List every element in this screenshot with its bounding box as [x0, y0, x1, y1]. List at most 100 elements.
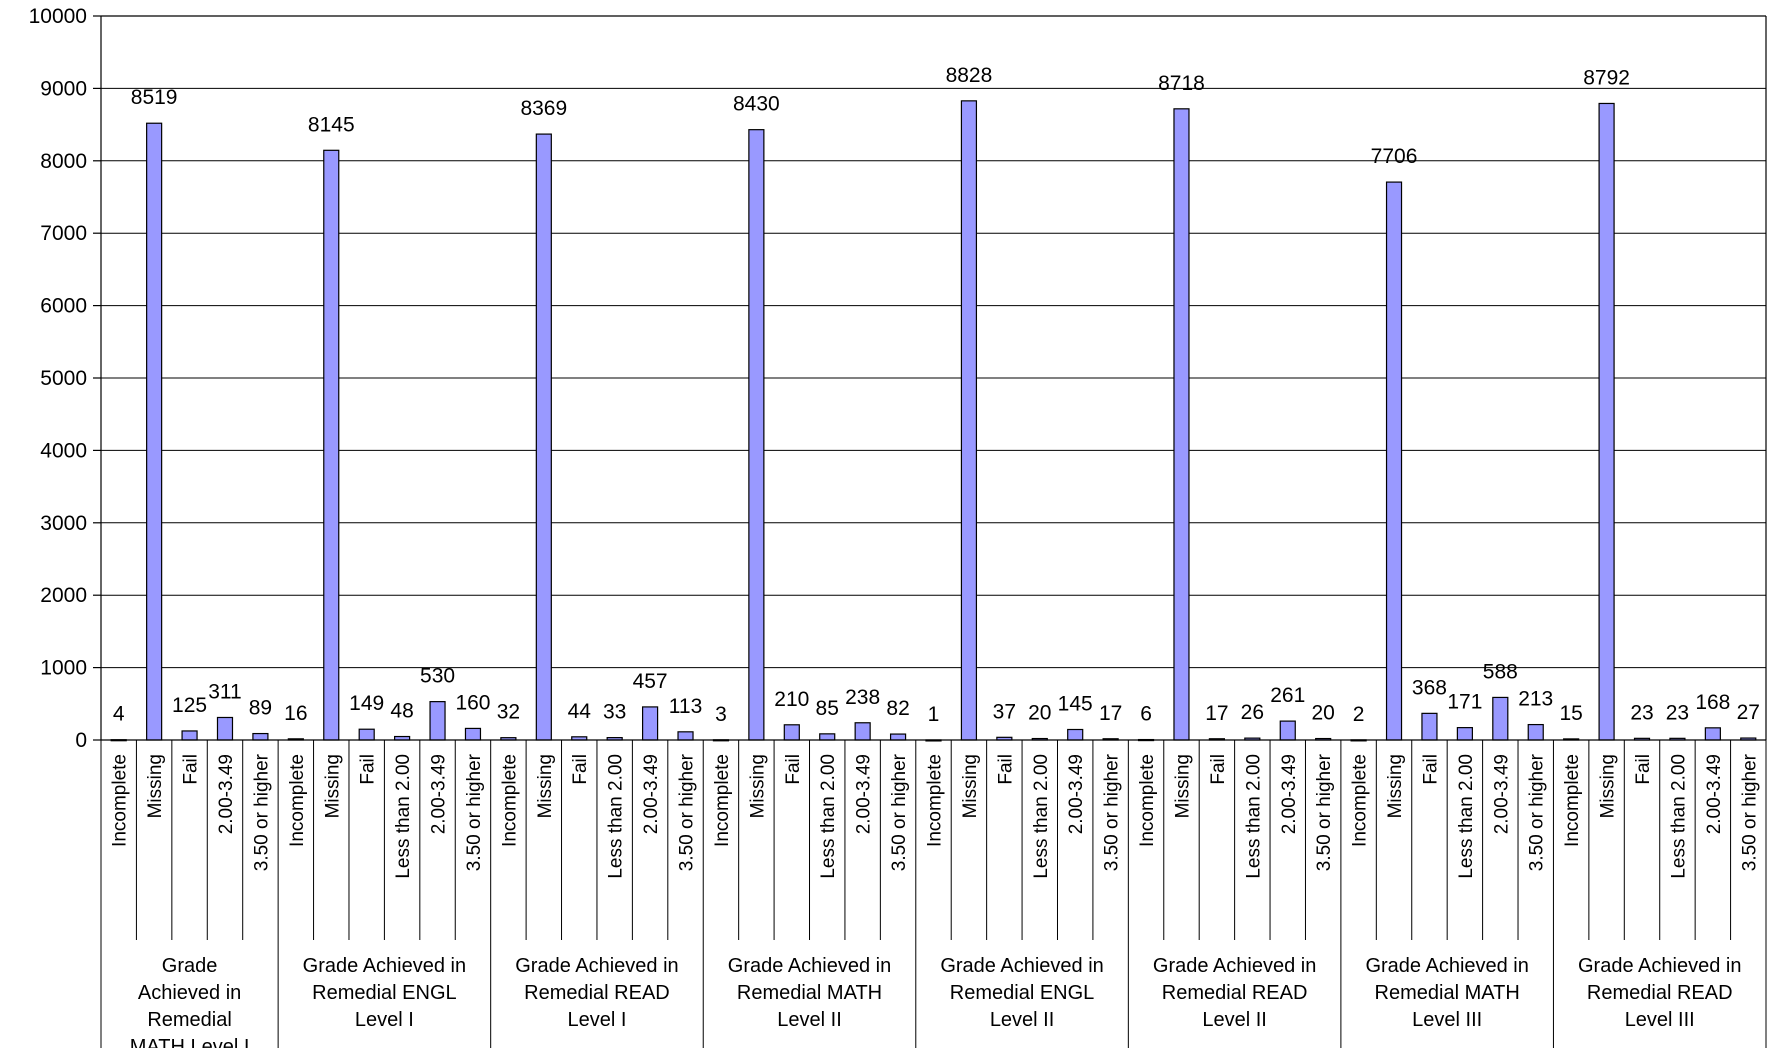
data-label: 23 — [1666, 701, 1689, 724]
x-tick-label: Less than 2.00 — [1668, 754, 1689, 879]
data-label: 26 — [1241, 701, 1264, 724]
x-tick-label: Fail — [1420, 754, 1441, 785]
data-label: 48 — [390, 700, 413, 723]
x-tick-label: Incomplete — [925, 754, 946, 847]
group-label: Grade Achieved in Remedial ENGL Level II — [940, 955, 1103, 1031]
data-label: 530 — [420, 665, 455, 688]
y-tick-label: 2000 — [40, 584, 87, 607]
x-tick-label: 3.50 or higher — [1314, 753, 1335, 871]
x-tick-label: 3.50 or higher — [464, 753, 485, 871]
x-tick-label: Missing — [960, 754, 981, 818]
group-label: Grade Achieved in Remedial READ Level I — [515, 955, 678, 1031]
bar — [146, 122, 163, 741]
y-tick-label: 7000 — [40, 222, 87, 245]
y-tick-label: 3000 — [40, 512, 87, 535]
x-tick-label: Fail — [783, 754, 804, 785]
x-tick-label: Less than 2.00 — [1243, 754, 1264, 879]
data-label: 145 — [1058, 693, 1093, 716]
data-label: 37 — [993, 700, 1016, 723]
bar — [1456, 727, 1473, 741]
y-tick-label: 8000 — [40, 150, 87, 173]
x-tick-label: Fail — [1633, 754, 1654, 785]
x-tick-label: Fail — [570, 754, 591, 785]
data-label: 3 — [715, 703, 727, 726]
x-tick-label: 2.00-3.49 — [1279, 754, 1300, 834]
x-tick-label: 2.00-3.49 — [854, 754, 875, 834]
bar — [748, 129, 765, 741]
x-tick-label: Incomplete — [1137, 754, 1158, 847]
x-tick-label: 3.50 or higher — [251, 753, 272, 871]
x-tick-label: Less than 2.00 — [1456, 754, 1477, 879]
group-label: Grade Achieved in Remedial READ Level III — [1578, 955, 1741, 1031]
bar — [464, 727, 482, 741]
x-tick-label: Incomplete — [287, 754, 308, 847]
data-label: 8519 — [131, 86, 178, 109]
data-label: 89 — [249, 697, 272, 720]
data-label: 7706 — [1371, 145, 1418, 168]
x-tick-label: Incomplete — [1562, 754, 1583, 847]
data-label: 149 — [349, 692, 384, 715]
data-label: 6 — [1140, 703, 1152, 726]
bar — [1279, 720, 1296, 741]
x-tick-label: Fail — [358, 754, 379, 785]
y-tick-label: 10000 — [29, 5, 87, 28]
x-tick-label: 3.50 or higher — [677, 753, 698, 871]
y-tick-label: 1000 — [40, 657, 87, 680]
bar — [1492, 696, 1509, 741]
data-label: 2 — [1353, 703, 1365, 726]
group-label: Grade Achieved in Remedial MATH Level I — [130, 955, 250, 1048]
data-label: 8430 — [733, 93, 780, 116]
bar — [1704, 727, 1721, 741]
bar — [783, 724, 800, 741]
bar — [1598, 102, 1615, 741]
data-label: 16 — [284, 702, 307, 725]
data-label: 213 — [1518, 688, 1553, 711]
bar — [358, 728, 375, 741]
data-label: 4 — [113, 703, 125, 726]
y-tick-label: 4000 — [40, 439, 87, 462]
y-tick-label: 5000 — [40, 367, 87, 390]
bar — [889, 733, 907, 741]
x-tick-label: Less than 2.00 — [606, 754, 627, 879]
data-label: 20 — [1312, 702, 1335, 725]
data-label: 8828 — [946, 64, 993, 87]
x-tick-label: Incomplete — [1350, 754, 1371, 847]
data-label: 125 — [172, 694, 207, 717]
x-tick-label: Incomplete — [110, 754, 131, 847]
data-label: 1 — [928, 703, 940, 726]
bars — [110, 100, 1757, 742]
x-tick-label: Missing — [322, 754, 343, 818]
x-tick-label: 2.00-3.49 — [1491, 754, 1512, 834]
x-tick-label: Incomplete — [499, 754, 520, 847]
y-tick-label: 9000 — [40, 77, 87, 100]
x-tick-label: 2.00-3.49 — [1066, 754, 1087, 834]
bar — [429, 701, 446, 741]
data-label: 368 — [1412, 676, 1447, 699]
data-label: 17 — [1099, 702, 1122, 725]
bar — [181, 730, 198, 741]
x-tick-label: Fail — [181, 754, 202, 785]
data-label: 168 — [1695, 691, 1730, 714]
bar — [535, 133, 552, 741]
data-label: 85 — [816, 697, 839, 720]
x-tick-label: Missing — [747, 754, 768, 818]
x-axis: Incomplete Missing Fail 2.00-3.49 3.50 or hi… — [100, 739, 1767, 1048]
data-label: 457 — [633, 670, 668, 693]
data-label: 160 — [455, 691, 490, 714]
x-tick-label: Incomplete — [712, 754, 733, 847]
x-tick-label: Fail — [995, 754, 1016, 785]
data-label: 113 — [669, 695, 702, 718]
group-label: Grade Achieved in Remedial MATH Level II — [728, 955, 891, 1031]
x-tick-label: Missing — [145, 754, 166, 818]
data-label: 238 — [845, 686, 880, 709]
x-tick-label: 2.00-3.49 — [429, 754, 450, 834]
x-tick-label: Less than 2.00 — [1031, 754, 1052, 879]
data-label: 311 — [208, 680, 241, 703]
x-tick-label: 3.50 or higher — [1102, 753, 1123, 871]
gridlines — [100, 15, 1767, 740]
bar — [677, 731, 694, 741]
x-tick-label: Missing — [1385, 754, 1406, 818]
data-label: 32 — [497, 701, 520, 724]
data-label: 210 — [774, 688, 809, 711]
